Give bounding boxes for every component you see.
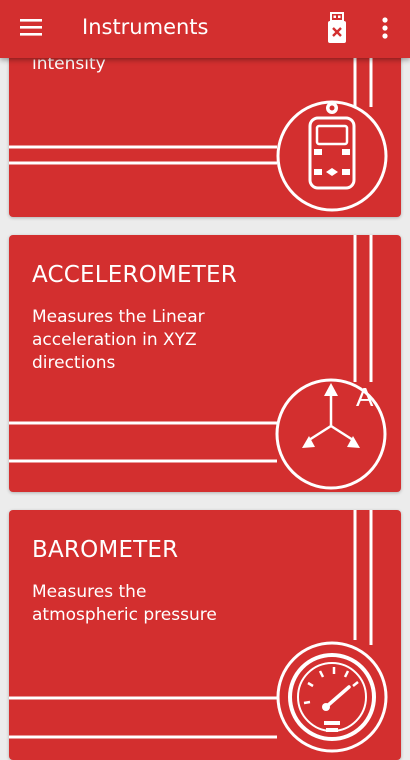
app-bar-title: Instruments (82, 15, 209, 39)
instrument-card-accelerometer[interactable]: A ACCELEROMETER Measures the Linear acce… (9, 235, 401, 492)
usb-disconnected-icon[interactable] (324, 12, 350, 44)
hamburger-menu-icon[interactable] (20, 17, 44, 37)
axes-a-icon: A (302, 382, 374, 448)
lux-meter-device-icon (308, 102, 356, 190)
instrument-card-barometer[interactable]: BAROMETER Measures the atmospheric press… (9, 510, 401, 760)
card-decoration (9, 235, 387, 490)
card-description: Measures the Linear acceleration in XYZ … (32, 307, 205, 373)
card-description: intensity (32, 54, 106, 74)
card-decoration (9, 510, 388, 753)
card-description: Measures the atmospheric pressure (32, 582, 217, 625)
pressure-gauge-icon (288, 653, 376, 741)
card-title: BAROMETER (32, 537, 179, 563)
app-bar: Instruments (0, 0, 410, 58)
more-vert-icon[interactable] (375, 16, 395, 42)
card-title: ACCELEROMETER (32, 262, 237, 288)
axes-icon-letter: A (356, 382, 374, 412)
